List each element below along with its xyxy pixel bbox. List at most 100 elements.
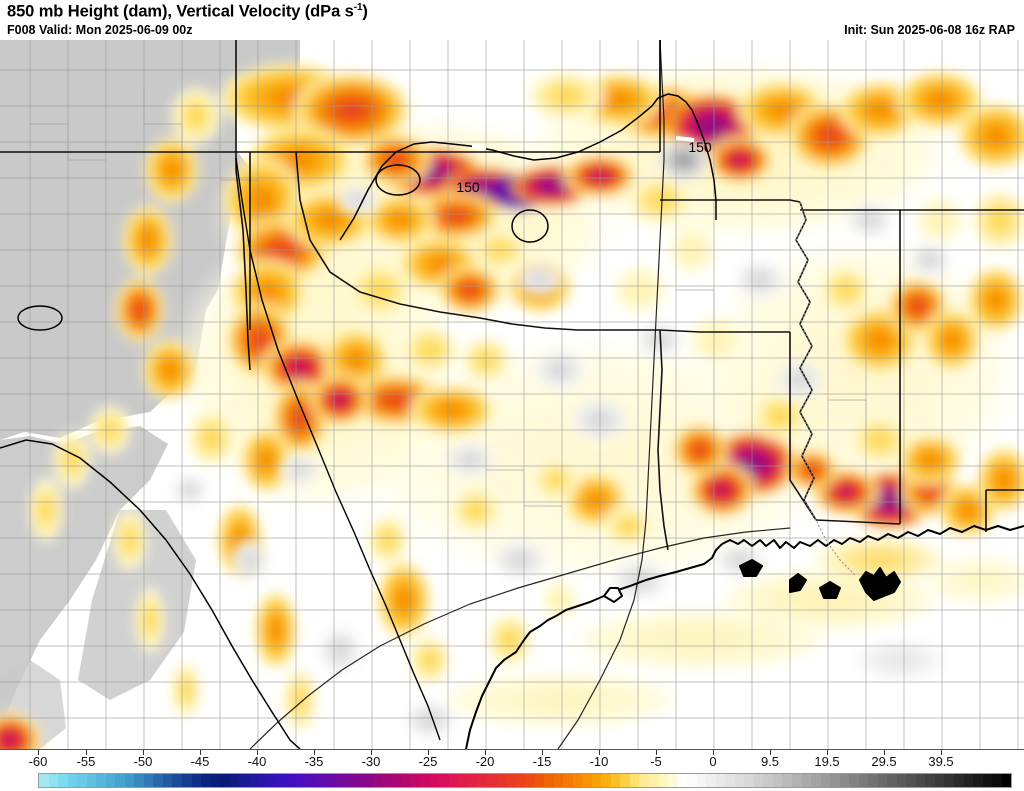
colorbar-segment — [811, 774, 821, 787]
colorbar-segment — [715, 774, 726, 787]
colorbar-segment — [954, 774, 964, 787]
colorbar-tick-mark — [200, 750, 201, 755]
colorbar-segment — [296, 774, 306, 787]
contour-closed-c — [17, 305, 63, 331]
colorbar-segment — [39, 774, 49, 787]
colorbar-segment — [458, 774, 468, 787]
colorbar-segment — [105, 774, 116, 787]
colorbar-segment — [401, 774, 411, 787]
colorbar-segment — [687, 774, 697, 787]
colorbar-segment — [496, 774, 507, 787]
colorbar-segment — [220, 774, 230, 787]
colorbar-segment — [925, 774, 935, 787]
colorbar-segment — [429, 774, 440, 787]
colorbar-tick-label: -50 — [133, 754, 153, 769]
colorbar-segment — [67, 774, 78, 787]
colorbar-segment — [324, 774, 335, 787]
colorbar-tick-mark — [884, 750, 885, 755]
colorbar-segment — [839, 774, 850, 787]
colorbar-tick-label: -55 — [76, 754, 96, 769]
colorbar-tick-label: 0 — [709, 754, 717, 769]
colorbar-segment — [982, 774, 993, 787]
colorbar-tick-label: -35 — [304, 754, 324, 769]
colorbar-tick-label: -30 — [361, 754, 381, 769]
colorbar-tick-mark — [599, 750, 600, 755]
colorbar-segment — [696, 774, 707, 787]
page-title: 850 mb Height (dam), Vertical Velocity (… — [7, 2, 368, 22]
colorbar-tick-label: -15 — [532, 754, 552, 769]
colorbar-tick-mark — [941, 750, 942, 755]
colorbar-tick-label: -5 — [650, 754, 662, 769]
colorbar-segment — [1001, 774, 1012, 787]
colorbar-segment — [534, 774, 545, 787]
colorbar-tick-mark — [314, 750, 315, 755]
colorbar-segment — [363, 774, 373, 787]
colorbar-segment — [334, 774, 344, 787]
colorbar-segment — [868, 774, 878, 787]
colorbar-segment — [115, 774, 125, 787]
colorbar-segment — [210, 774, 221, 787]
colorbar-segment — [248, 774, 259, 787]
colorbar-segment — [649, 774, 659, 787]
colorbar-segment — [668, 774, 678, 787]
contour-closed-b — [511, 209, 549, 243]
colorbar-segment — [830, 774, 840, 787]
colorbar-segment — [86, 774, 97, 787]
colorbar-segment — [544, 774, 554, 787]
colorbar-segment — [191, 774, 202, 787]
colorbar-segment — [820, 774, 831, 787]
colorbar-segment — [563, 774, 573, 787]
colorbar-tick-label: 9.5 — [760, 754, 780, 769]
colorbar-segment — [725, 774, 735, 787]
colorbar-segment — [973, 774, 983, 787]
colorbar-segment — [172, 774, 182, 787]
colorbar-segment — [753, 774, 764, 787]
contour-east — [557, 40, 665, 749]
colorbar-segment — [420, 774, 430, 787]
colorbar-segment — [391, 774, 402, 787]
colorbar-tick-mark — [542, 750, 543, 755]
state-boundaries — [0, 40, 1024, 551]
colorbar-segment — [506, 774, 516, 787]
contour-sw — [0, 439, 301, 749]
colorbar-segment — [706, 774, 716, 787]
colorbar-segment — [801, 774, 812, 787]
coastline — [465, 201, 1024, 749]
colorbar-tick-label: -25 — [418, 754, 438, 769]
colorbar-segment — [553, 774, 564, 787]
colorbar-segment — [143, 774, 154, 787]
colorbar-segment — [610, 774, 621, 787]
colorbar-tick-mark — [770, 750, 771, 755]
colorbar-segment — [734, 774, 745, 787]
colorbar-segment — [58, 774, 68, 787]
page-title-tail: ) — [362, 2, 368, 21]
colorbar-segment — [486, 774, 497, 787]
colorbar-segment — [305, 774, 316, 787]
colorbar-segment — [601, 774, 611, 787]
colorbar-segment — [77, 774, 87, 787]
colorbar-gradient[interactable] — [38, 773, 1012, 788]
colorbar-segment — [639, 774, 649, 787]
colorbar-segment — [877, 774, 888, 787]
colorbar-segment — [124, 774, 135, 787]
colorbar-segment — [963, 774, 974, 787]
colorbar-tick-label: -10 — [589, 754, 609, 769]
colorbar-tick-label: -20 — [475, 754, 495, 769]
colorbar-segment — [153, 774, 163, 787]
colorbar-segment — [915, 774, 926, 787]
header-bar: 850 mb Height (dam), Vertical Velocity (… — [0, 0, 1024, 40]
contour-label-group: 150 150 — [456, 139, 712, 195]
colorbar-tick-mark — [428, 750, 429, 755]
colorbar-tick-label: -40 — [247, 754, 267, 769]
page-title-main: 850 mb Height (dam), Vertical Velocity (… — [7, 2, 354, 21]
contour-label-west: 150 — [456, 179, 480, 195]
colorbar-tick-mark — [485, 750, 486, 755]
colorbar-tick-mark — [257, 750, 258, 755]
colorbar-tick-mark — [371, 750, 372, 755]
map-canvas[interactable]: 150 150 pivtal weather www.pivotalweathe… — [0, 40, 1024, 750]
colorbar-tick-labels: -60 -55 -50 -45 -40 -35 -30 -25 -20 -15 -10 -5 0 9.5 1… — [0, 752, 1024, 772]
colorbar-tick-mark — [38, 750, 39, 755]
contour-150-east — [657, 93, 717, 220]
contour-closed-a — [375, 164, 421, 196]
colorbar-segment — [239, 774, 249, 787]
